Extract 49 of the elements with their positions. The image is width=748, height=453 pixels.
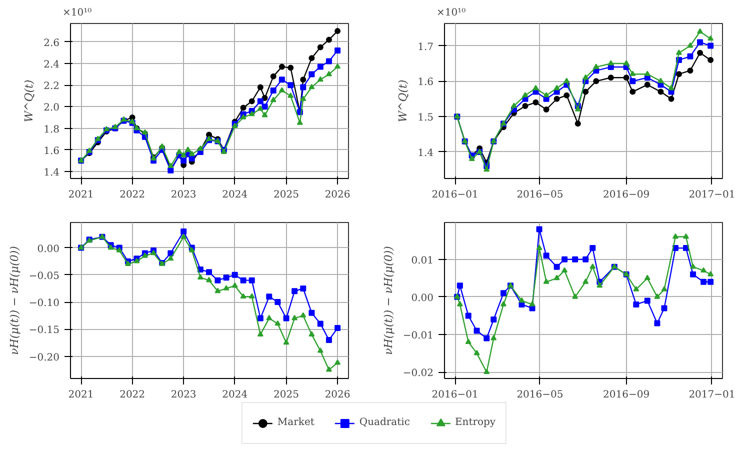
y-axis-title: νH(μ(t)) − νH(μ(0)): [382, 246, 395, 355]
y-tick-label: 2.4: [44, 59, 60, 70]
x-tick-label: 2026: [324, 390, 350, 400]
x-tick-label: 2016−01: [432, 190, 478, 200]
legend-label: Entropy: [454, 417, 496, 428]
legend-label: Quadratic: [359, 417, 410, 428]
x-tick-label: 2016−05: [516, 190, 564, 200]
x-tick-label: 2026: [324, 190, 350, 200]
x-tick-label: 2021: [68, 190, 94, 200]
x-tick-label: 2017−01: [688, 390, 736, 400]
x-tick-label: 2016−09: [603, 190, 650, 200]
y-axis-title: W^Q(t): [396, 80, 410, 122]
y-tick-label: 1.5: [418, 112, 434, 124]
y-axis-title: νH(μ(t)) − νH(μ(0)): [8, 246, 21, 355]
x-tick-label: 2016−05: [516, 390, 564, 400]
text: ×10¹⁰: [62, 8, 92, 18]
legend-label: Market: [277, 417, 314, 428]
y-tick-label: 1.6: [44, 146, 60, 157]
y-tick-label: −0.01: [402, 330, 434, 342]
x-tick-label: 2021: [68, 390, 94, 400]
y-axis-title: W^Q(t): [22, 80, 36, 122]
y-tick-label: −0.10: [28, 298, 60, 310]
y-tick-label: −0.20: [28, 352, 60, 364]
x-tick-label: 2017−01: [688, 190, 736, 200]
y-tick-label: 1.4: [418, 148, 434, 159]
y-tick-label: 0.00: [411, 292, 434, 304]
y-tick-label: 1.8: [44, 124, 60, 136]
y-tick-label: 2.6: [44, 38, 60, 49]
y-tick-label: 2.2: [44, 81, 60, 92]
x-tick-label: 2025: [274, 390, 299, 400]
y-tick-label: 0.00: [37, 244, 60, 255]
y-tick-label: 1.6: [418, 77, 434, 88]
x-tick-label: 2016−01: [432, 390, 478, 400]
y-tick-label: −0.05: [28, 270, 60, 282]
x-tick-label: 2024: [222, 190, 248, 200]
x-tick-label: 2022: [120, 390, 146, 400]
x-tick-label: 2023: [170, 190, 196, 200]
y-tick-label: 1.4: [44, 167, 60, 178]
x-tick-label: 2024: [222, 390, 248, 400]
y-tick-label: 0.01: [411, 255, 434, 266]
y-tick-label: 2.0: [44, 102, 60, 114]
x-tick-label: 2023: [170, 390, 196, 400]
text: ×10¹⁰: [436, 8, 466, 18]
x-tick-label: 2022: [120, 190, 146, 200]
y-tick-label: −0.15: [28, 325, 60, 336]
x-tick-label: 2016−09: [603, 390, 650, 400]
y-tick-label: 1.7: [418, 42, 434, 53]
y-tick-label: −0.02: [402, 368, 434, 380]
x-tick-label: 2025: [274, 190, 299, 200]
